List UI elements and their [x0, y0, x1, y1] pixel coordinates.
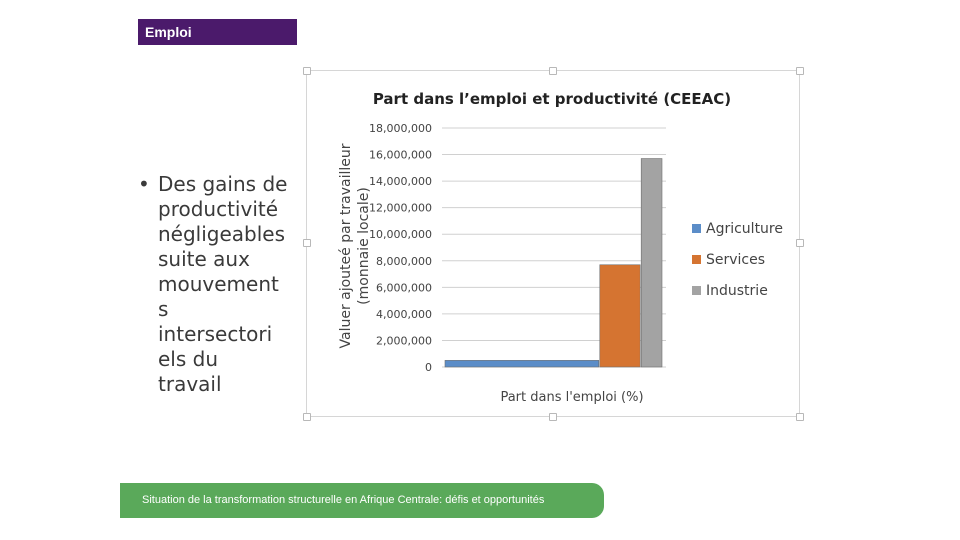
y-tick-label: 8,000,000 — [376, 255, 432, 268]
legend-swatch — [692, 286, 701, 295]
y-tick-label: 16,000,000 — [369, 149, 432, 162]
resize-handle[interactable] — [796, 67, 804, 75]
chart-svg: Part dans l’emploi et productivité (CEEA… — [338, 90, 783, 405]
legend-label: Industrie — [706, 283, 768, 299]
bullet-item: • Des gains de productivité négligeables… — [138, 172, 298, 397]
resize-handle[interactable] — [303, 413, 311, 421]
legend-label: Agriculture — [706, 221, 783, 237]
resize-handle[interactable] — [303, 67, 311, 75]
resize-handle[interactable] — [549, 413, 557, 421]
resize-handle[interactable] — [549, 67, 557, 75]
legend-swatch — [692, 224, 701, 233]
resize-handle[interactable] — [796, 413, 804, 421]
y-tick-label: 2,000,000 — [376, 334, 432, 347]
legend-label: Services — [706, 252, 765, 268]
y-tick-label: 14,000,000 — [369, 175, 432, 188]
y-tick-label: 0 — [425, 361, 432, 374]
resize-handle[interactable] — [303, 239, 311, 247]
bar-agriculture — [444, 360, 600, 368]
y-axis-label: Valuer ajouteé par travailleur (monnaie l… — [338, 143, 372, 348]
bullet-dot-icon: • — [138, 172, 150, 196]
x-axis-label: Part dans l'emploi (%) — [500, 390, 643, 405]
y-tick-label: 4,000,000 — [376, 308, 432, 321]
footer-band: Situation de la transformation structure… — [120, 483, 604, 518]
y-tick-label: 18,000,000 — [369, 122, 432, 135]
resize-handle[interactable] — [796, 239, 804, 247]
legend-swatch — [692, 255, 701, 264]
bullet-list: • Des gains de productivité négligeables… — [138, 172, 298, 397]
y-tick-label: 10,000,000 — [369, 228, 432, 241]
bar-industrie — [640, 158, 663, 368]
bar-services — [599, 264, 641, 368]
y-tick-label: 12,000,000 — [369, 202, 432, 215]
bullet-text: Des gains de productivité négligeables s… — [158, 172, 288, 396]
section-tag: Emploi — [138, 19, 297, 45]
footer-text: Situation de la transformation structure… — [142, 494, 545, 506]
chart-title: Part dans l’emploi et productivité (CEEA… — [373, 90, 731, 108]
y-tick-label: 6,000,000 — [376, 281, 432, 294]
